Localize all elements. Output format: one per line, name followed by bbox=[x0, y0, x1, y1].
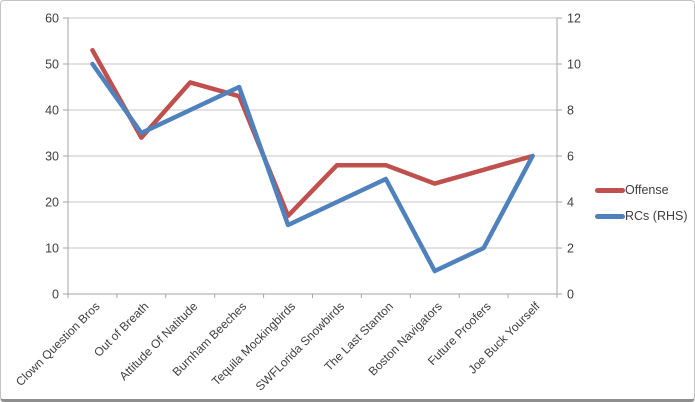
left-axis-tick-label: 40 bbox=[45, 104, 59, 118]
legend-item-rcs: RCs (RHS) bbox=[595, 203, 688, 229]
left-axis-labels: 0 10 20 30 40 50 60 bbox=[45, 12, 59, 302]
rcs-line-marker bbox=[595, 213, 625, 219]
right-axis-tick-label: 8 bbox=[567, 104, 574, 118]
right-axis-tick-label: 10 bbox=[567, 58, 581, 72]
left-axis-tick-label: 0 bbox=[52, 288, 59, 302]
legend-item-offense: Offense bbox=[595, 177, 688, 203]
left-axis-tick-label: 60 bbox=[45, 12, 59, 26]
right-axis-tick-label: 4 bbox=[567, 196, 574, 210]
x-axis-label-clown-question-bros: Clown Question Bros bbox=[13, 299, 103, 389]
right-axis-labels: 0 2 4 6 8 10 12 bbox=[567, 12, 581, 302]
right-axis-tick-label: 0 bbox=[567, 288, 574, 302]
right-axis-tick-label: 6 bbox=[567, 150, 574, 164]
right-axis-tick-label: 2 bbox=[567, 242, 574, 256]
left-axis-tick-label: 50 bbox=[45, 58, 59, 72]
series-line-offense bbox=[90, 47, 535, 219]
axis-lines bbox=[63, 17, 562, 298]
left-axis-tick-label: 10 bbox=[45, 242, 59, 256]
offense-line-marker bbox=[595, 187, 625, 193]
x-axis-label-swflorida-snowbirds: SWFLorida Snowbirds bbox=[253, 299, 347, 393]
series-line-rcs-rhs bbox=[90, 61, 535, 274]
legend-label-offense: Offense bbox=[625, 182, 669, 197]
legend-label-rcs: RCs (RHS) bbox=[625, 208, 688, 223]
plot-gridlines bbox=[68, 17, 557, 249]
left-axis-tick-label: 20 bbox=[45, 196, 59, 210]
x-axis-label-tequila-mockingbirds: Tequila Mockingbirds bbox=[209, 299, 298, 388]
right-axis-tick-label: 12 bbox=[567, 12, 581, 26]
left-axis-tick-label: 30 bbox=[45, 150, 59, 164]
chart-legend: Offense RCs (RHS) bbox=[595, 177, 688, 229]
